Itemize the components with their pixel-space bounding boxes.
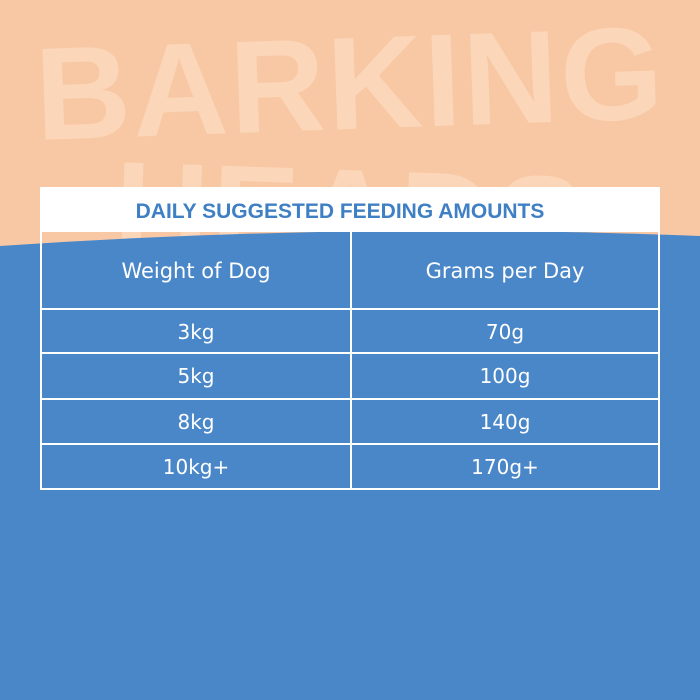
table-row: 10kg+ 170g+ bbox=[42, 443, 658, 488]
table-cell: 170g+ bbox=[350, 445, 658, 488]
table-title: DAILY SUGGESTED FEEDING AMOUNTS bbox=[42, 189, 658, 232]
header-row: Weight of Dog Grams per Day bbox=[42, 230, 658, 310]
table-cell: 140g bbox=[350, 400, 658, 444]
header-cell: Grams per Day bbox=[350, 232, 658, 310]
table-row: 8kg 140g bbox=[42, 398, 658, 444]
table-cell: 8kg bbox=[177, 410, 215, 434]
table-cell: 10kg+ bbox=[162, 454, 230, 479]
table-cell: 5kg bbox=[177, 364, 215, 388]
table-cell: 3kg bbox=[177, 320, 215, 344]
feeding-table: DAILY SUGGESTED FEEDING AMOUNTS Weight o… bbox=[40, 187, 660, 490]
table-row: 5kg 100g bbox=[42, 352, 658, 398]
header-cell: Weight of Dog bbox=[121, 259, 271, 283]
table-row: 3kg 70g bbox=[42, 308, 658, 354]
table-cell: 100g bbox=[350, 354, 658, 398]
table-cell: 70g bbox=[350, 310, 658, 354]
